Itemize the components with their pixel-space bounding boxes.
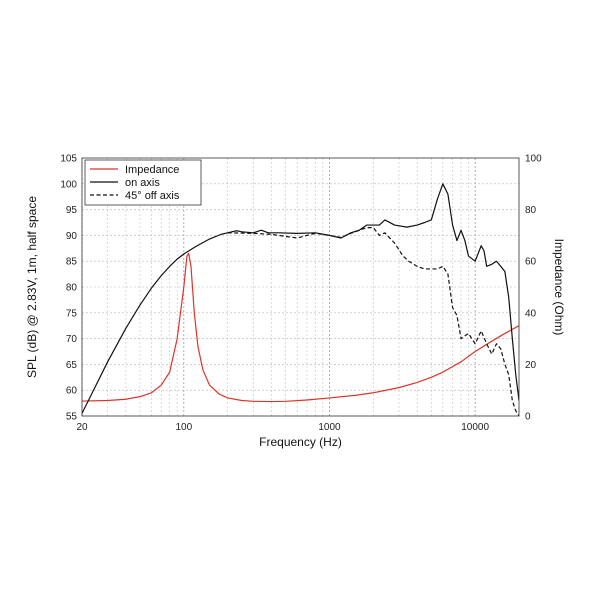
left-y-tick-label: 80 [66, 283, 78, 294]
series-line-impedance [82, 252, 519, 403]
x-tick-label: 20 [76, 422, 88, 433]
right-y-axis-title: Impedance (Ohm) [552, 239, 566, 336]
x-axis-title: Frequency (Hz) [259, 435, 342, 449]
legend-label-on-axis: on axis [125, 177, 160, 189]
left-y-tick-label: 70 [66, 334, 78, 345]
left-y-tick-label: 90 [66, 231, 78, 242]
left-y-tick-label: 85 [66, 257, 78, 268]
right-y-tick-label: 60 [525, 257, 537, 268]
right-y-tick-label: 80 [525, 205, 537, 216]
left-y-axis-title: SPL (dB) @ 2.83V, 1m, half space [25, 196, 39, 378]
left-y-tick-label: 60 [66, 386, 78, 397]
x-tick-labels: 20 100 1000 10000 [76, 422, 489, 433]
right-y-tick-label: 100 [525, 154, 542, 165]
series-line-45-off-axis [227, 227, 519, 416]
legend-label-off-axis: 45° off axis [125, 190, 180, 202]
x-tick-label: 100 [175, 422, 192, 433]
right-y-tick-label: 40 [525, 308, 537, 319]
legend: Impedance on axis 45° off axis [84, 159, 202, 206]
left-y-tick-label: 55 [66, 412, 78, 423]
right-y-tick-label: 0 [525, 412, 531, 423]
left-y-tick-label: 95 [66, 205, 78, 216]
series-layer [82, 183, 519, 416]
right-y-tick-labels: 0 20 40 60 80 100 [525, 154, 542, 423]
left-y-tick-label: 65 [66, 360, 78, 371]
legend-label-impedance: Impedance [125, 164, 179, 176]
x-tick-label: 1000 [318, 422, 341, 433]
plot-border [81, 157, 520, 417]
x-tick-label: 10000 [461, 422, 489, 433]
left-y-tick-label: 105 [60, 154, 77, 165]
left-y-tick-label: 100 [60, 179, 77, 190]
left-y-tick-labels: 55 60 65 70 75 80 85 90 95 100 105 [60, 154, 77, 423]
left-y-tick-label: 75 [66, 308, 78, 319]
series-line-on-axis [82, 183, 519, 414]
right-y-tick-label: 20 [525, 360, 537, 371]
